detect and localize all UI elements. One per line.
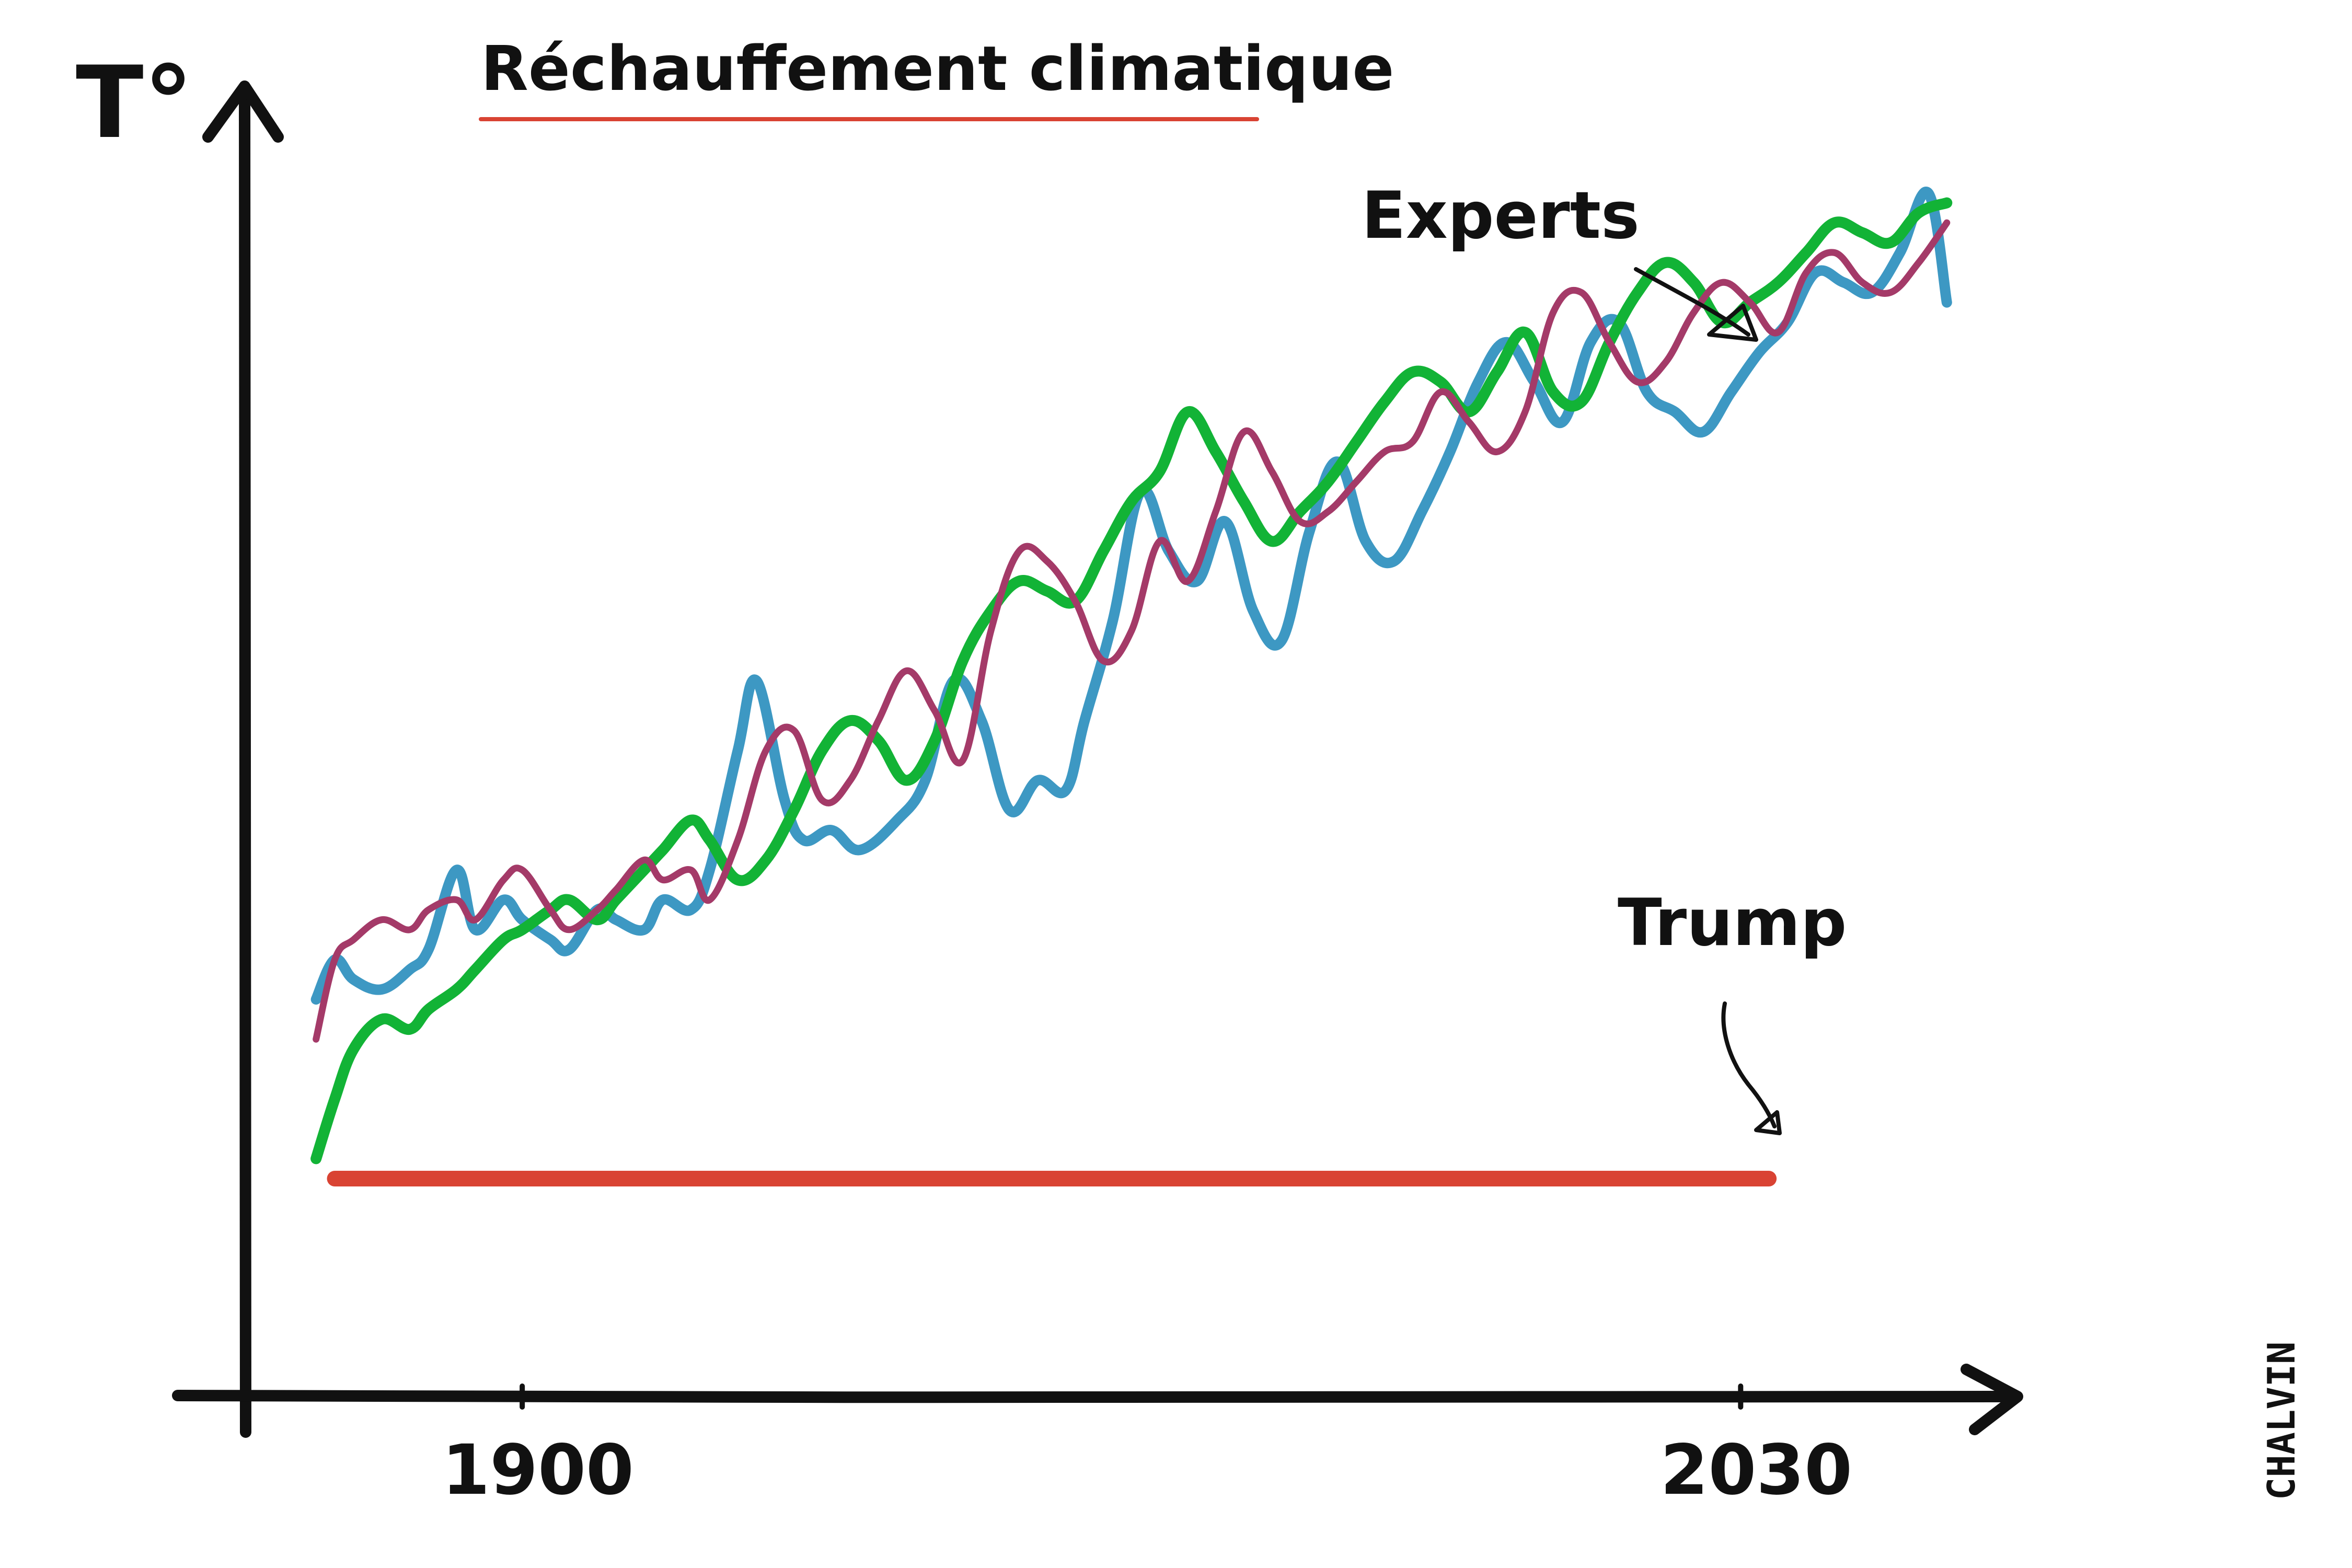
chart-title: Réchauffement climatique: [481, 32, 1394, 105]
trump-arrowhead: [1754, 1110, 1782, 1135]
experts-arrowhead: [1707, 304, 1758, 342]
series-layer: [310, 187, 1953, 1186]
series-line-experts-blue: [310, 187, 1952, 1005]
annotation-trump: Trump: [1618, 885, 1847, 961]
x-axis: [172, 1390, 2021, 1404]
x-tick-label-1900: 1900: [442, 1430, 633, 1511]
series-line-experts-green: [310, 197, 1953, 1165]
series-line-experts-purple: [313, 219, 1951, 1043]
x-ticks: 1900 2030: [442, 1383, 1852, 1511]
y-axis-label: T°: [76, 45, 193, 160]
annotation-experts: Experts: [1362, 178, 1640, 253]
trump-arrow: [1721, 1001, 1777, 1128]
y-axis: [238, 88, 251, 1438]
x-axis-arrowhead: [1961, 1364, 2023, 1435]
artist-signature: CHALVIN: [2259, 1342, 2303, 1500]
y-axis-arrowhead: [202, 80, 284, 143]
x-tick-label-2030: 2030: [1661, 1430, 1852, 1511]
experts-arrow: [1634, 267, 1750, 337]
